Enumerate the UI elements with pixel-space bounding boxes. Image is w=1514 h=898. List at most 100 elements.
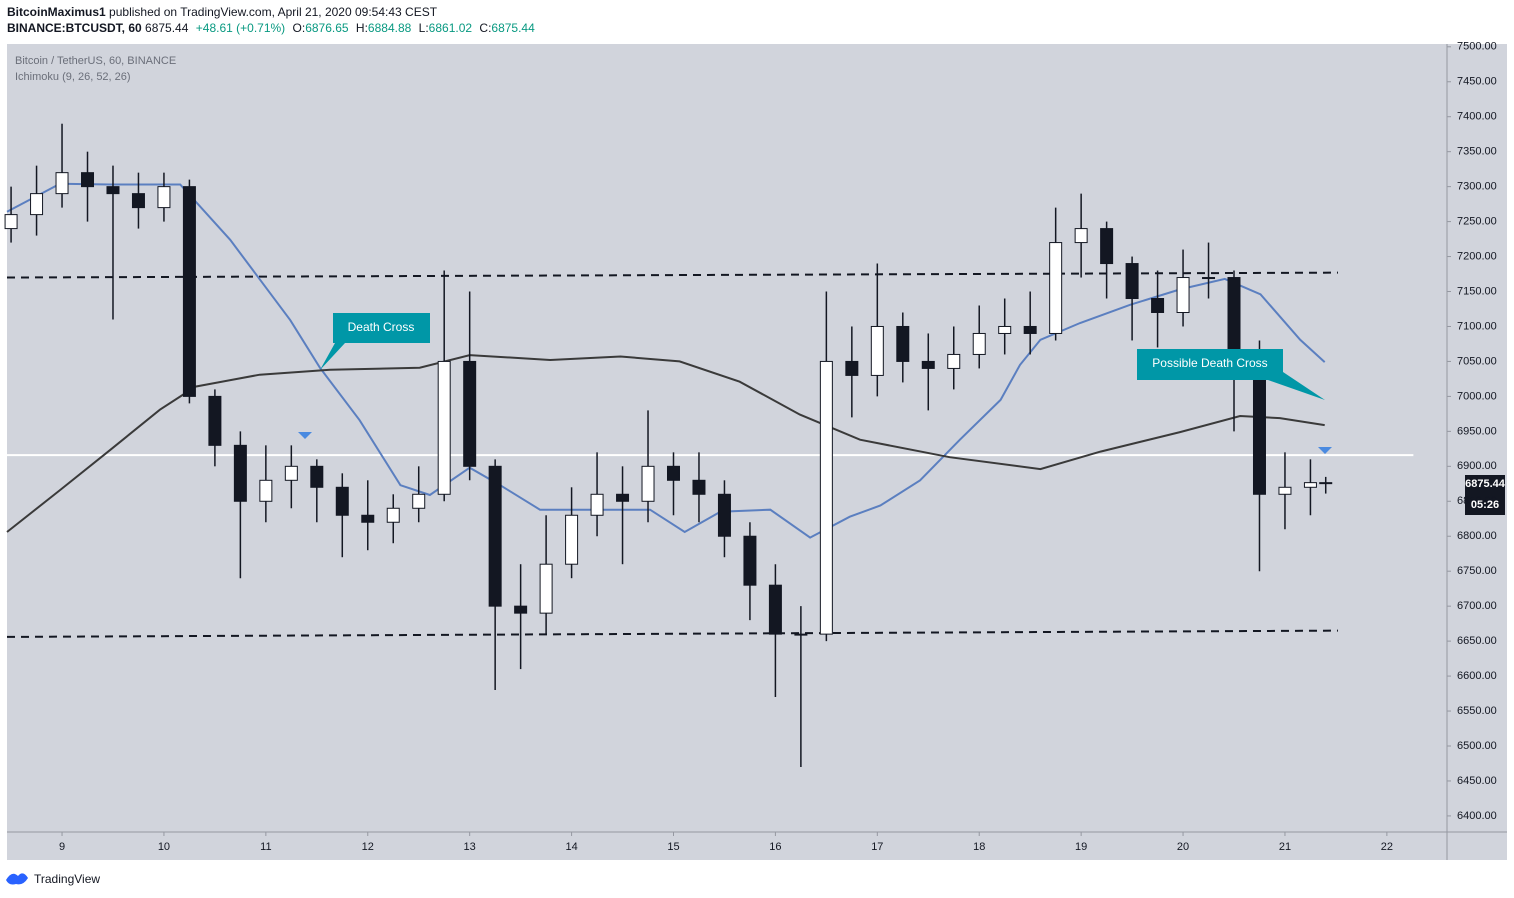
candle-body [81,172,95,188]
candle-body [717,493,731,537]
candle-body [284,465,298,481]
candle-body [641,465,655,502]
y-tick-label: 7250.00 [1457,216,1497,228]
y-tick-label: 6850.00 [1457,495,1497,507]
candle-body [208,395,222,446]
author: BitcoinMaximus1 [7,5,106,19]
candle-body [412,493,426,509]
ma-line [6,354,1325,533]
candle-body [259,479,273,502]
candle-body [998,325,1012,334]
candle-body [310,465,324,488]
x-tick-label: 13 [464,841,476,853]
published: published on TradingView.com, April 21, … [109,5,438,19]
last-price: 6875.44 [145,21,189,35]
x-tick-label: 16 [769,841,781,853]
ohlc-value: 6884.88 [367,21,412,35]
candle-body [870,325,884,376]
ohlc-value: 6875.44 [491,21,535,35]
ohlc-value: 6876.65 [305,21,349,35]
change: +48.61 (+0.71%) [195,21,286,35]
ohlc-prefix: C: [479,21,492,35]
candle-body [1074,228,1088,244]
candle-body [1151,298,1165,313]
x-tick-label: 17 [871,841,883,853]
candle-body [692,479,706,495]
candle-body [335,486,349,516]
candle-body [666,465,680,481]
header-line-2: BINANCE:BTCUSDT, 60 6875.44 +48.61 (+0.7… [7,21,539,35]
candle-body [972,332,986,355]
last-price-label: 6875.44 [1465,478,1506,490]
x-tick-label: 22 [1381,841,1393,853]
candle-body [1100,228,1114,265]
candle-body [106,186,120,195]
x-tick-label: 19 [1075,841,1087,853]
y-tick-label: 7500.00 [1457,41,1497,53]
y-tick-label: 6550.00 [1457,705,1497,717]
y-tick-label: 7100.00 [1457,320,1497,332]
x-tick-label: 20 [1177,841,1189,853]
candle-body [768,584,782,635]
y-tick-label: 7200.00 [1457,250,1497,262]
candle-body [947,353,961,369]
y-tick-label: 6950.00 [1457,425,1497,437]
candle-body [1227,277,1241,355]
ohlc-prefix: O: [292,21,306,35]
candle-body [55,172,69,195]
candle-body [386,507,400,523]
logo [6,873,28,885]
y-tick-label: 7150.00 [1457,285,1497,297]
candle-body [4,214,18,230]
annotation: Death Cross [348,320,415,334]
y-tick-label: 7350.00 [1457,146,1497,158]
y-tick-label: 6800.00 [1457,530,1497,542]
callout [320,313,430,370]
ohlc-value: 6861.02 [428,21,473,35]
chart-background [7,44,1507,860]
candle-body [1303,482,1317,488]
x-tick-label: 12 [362,841,374,853]
y-tick-label: 6500.00 [1457,740,1497,752]
symbol: BINANCE:BTCUSDT, 60 [7,21,142,35]
candle-body [1278,486,1292,495]
callout [1137,349,1325,400]
legend-line: Bitcoin / TetherUS, 60, BINANCE [15,55,176,67]
candle-body [743,535,757,586]
y-tick-label: 6600.00 [1457,670,1497,682]
candle-body [921,360,935,369]
candle-body [361,514,375,523]
candle-body [437,360,451,495]
candle-body [565,514,579,565]
candle-body [845,360,859,376]
candle-body [233,444,247,502]
ohlc-prefix: L: [418,21,429,35]
y-tick-label: 6900.00 [1457,460,1497,472]
candle-body [463,360,477,467]
candle-body [819,360,833,635]
x-tick-label: 14 [565,841,577,853]
price-label-bg [1465,475,1505,515]
brand: TradingView [34,872,100,886]
y-tick-label: 6400.00 [1457,810,1497,822]
y-tick-label: 6650.00 [1457,635,1497,647]
y-tick-label: 7050.00 [1457,355,1497,367]
candle-body [794,633,808,636]
candle-body [182,186,196,397]
candle-body [1176,277,1190,313]
ohlc-prefix: H: [355,21,368,35]
plot [4,123,1414,767]
candle-body [1202,277,1216,280]
level-line [6,271,1338,279]
candle-body [1023,325,1037,334]
x-tick-label: 10 [158,841,170,853]
candle-body [616,493,630,502]
candle-body [539,563,553,614]
candle-body [488,465,502,607]
candle-body [1125,263,1139,300]
y-tick-label: 7400.00 [1457,111,1497,123]
x-tick-label: 18 [973,841,985,853]
annotation: Possible Death Cross [1152,356,1267,370]
